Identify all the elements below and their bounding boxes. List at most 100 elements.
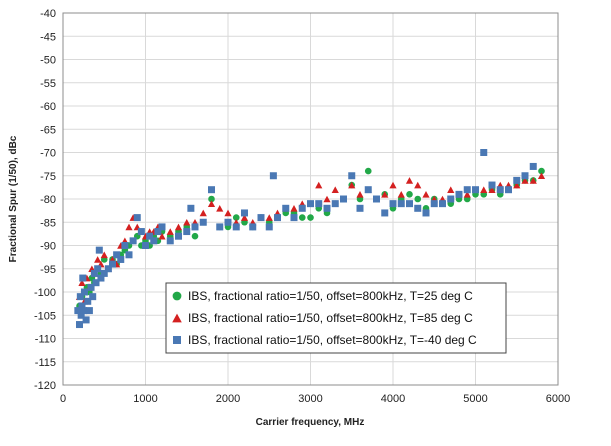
data-point-square (92, 279, 100, 287)
data-point-triangle (207, 200, 216, 207)
data-point-triangle (521, 177, 529, 184)
legend-entry-label: IBS, fractional ratio=1/50, offset=800kH… (188, 333, 477, 347)
data-point-square (77, 311, 85, 319)
data-point-square (241, 209, 248, 217)
data-point-triangle (348, 181, 356, 189)
data-point-square (373, 195, 380, 203)
data-point-square (191, 223, 199, 231)
data-point-square (199, 218, 207, 226)
x-tick-label: 6000 (546, 393, 570, 405)
data-point-triangle (216, 205, 224, 212)
x-axis-title: Carrier frequency, MHz (256, 417, 365, 428)
data-point-square (90, 269, 98, 277)
data-point-square (406, 200, 413, 208)
data-point-square (290, 214, 298, 222)
data-point-triangle (529, 177, 537, 184)
data-point-square (356, 204, 364, 212)
x-tick-label: 1000 (133, 393, 157, 405)
data-point-square (150, 237, 158, 245)
data-point-square (282, 204, 290, 212)
data-point-triangle (513, 181, 521, 189)
data-point-circle (307, 214, 314, 221)
data-point-square (521, 172, 529, 180)
data-point-square (269, 172, 277, 180)
data-point-square (109, 260, 116, 268)
data-point-square (117, 255, 125, 263)
data-point-square (414, 204, 422, 212)
data-point-triangle (422, 191, 430, 198)
data-point-triangle (405, 177, 414, 184)
data-point-square (100, 269, 108, 277)
data-point-square (82, 316, 90, 324)
x-tick-label: 2000 (216, 393, 240, 405)
data-point-triangle (537, 172, 546, 180)
data-point-square (496, 186, 504, 194)
x-tick-label: 5000 (463, 393, 487, 405)
data-point-triangle (356, 191, 364, 198)
data-point-triangle (463, 191, 471, 198)
data-point-square (187, 204, 195, 212)
data-point-triangle (397, 191, 405, 198)
data-point-triangle (480, 186, 488, 193)
y-tick-label: -115 (35, 357, 56, 369)
y-axis-title: Fractional Spur (1/50), dBc (8, 135, 19, 262)
data-point-triangle (158, 232, 166, 240)
data-point-square (224, 218, 232, 226)
legend-entry-label: IBS, fractional ratio=1/50, offset=800kH… (188, 311, 473, 325)
data-point-triangle (331, 186, 339, 193)
data-point-square (95, 246, 103, 254)
data-point-circle (232, 214, 240, 221)
data-point-square (216, 223, 224, 231)
data-point-square (389, 200, 397, 208)
data-point-square (74, 307, 82, 315)
data-point-square (85, 307, 93, 315)
y-tick-label: -110 (35, 334, 56, 346)
data-point-square (257, 214, 265, 222)
data-point-square (80, 307, 88, 315)
ticks-layer: 0 1000 2000 3000 4000 5000 6000 -40 -45 -50 -55 -60… (34, 8, 570, 405)
data-point-square (154, 228, 162, 236)
data-point-square (447, 195, 455, 203)
legend-marker-triangle (172, 313, 182, 323)
data-point-square (121, 242, 129, 249)
data-point-triangle (290, 205, 298, 212)
x-tick-label: 4000 (381, 393, 405, 405)
y-tick-label: -45 (40, 31, 56, 43)
data-point-triangle (100, 251, 108, 259)
x-tick-label: 3000 (298, 393, 322, 405)
data-point-square (364, 186, 372, 194)
data-point-square (166, 237, 174, 245)
data-point-square (430, 200, 438, 208)
legend-marker-square (173, 336, 181, 344)
data-point-triangle (78, 279, 86, 286)
data-point-square (315, 200, 323, 208)
data-point-circle (538, 167, 545, 175)
data-point-square (158, 223, 166, 231)
legend-entry-label: IBS, fractional ratio=1/50, offset=800kH… (188, 289, 473, 303)
data-point-square (87, 283, 95, 291)
data-point-circle (406, 191, 413, 198)
x-tick-label: 0 (60, 393, 66, 405)
data-point-triangle (224, 209, 232, 217)
data-point-circle (298, 214, 306, 221)
y-tick-label: -55 (40, 78, 56, 90)
data-point-triangle (183, 218, 191, 226)
data-point-square (381, 209, 389, 217)
data-point-triangle (94, 256, 102, 263)
marks-layer (74, 149, 546, 329)
data-point-square (89, 293, 97, 301)
data-point-circle (208, 195, 215, 203)
data-point-circle (414, 195, 422, 203)
data-point-square (439, 200, 446, 208)
y-tick-label: -80 (40, 194, 56, 206)
data-point-square (78, 302, 86, 310)
data-point-triangle (125, 223, 133, 231)
data-point-square (472, 186, 479, 194)
data-point-triangle (265, 214, 273, 221)
data-point-square (249, 223, 257, 231)
data-point-square (80, 288, 88, 296)
y-tick-label: -70 (40, 148, 56, 160)
data-point-square (298, 204, 306, 212)
